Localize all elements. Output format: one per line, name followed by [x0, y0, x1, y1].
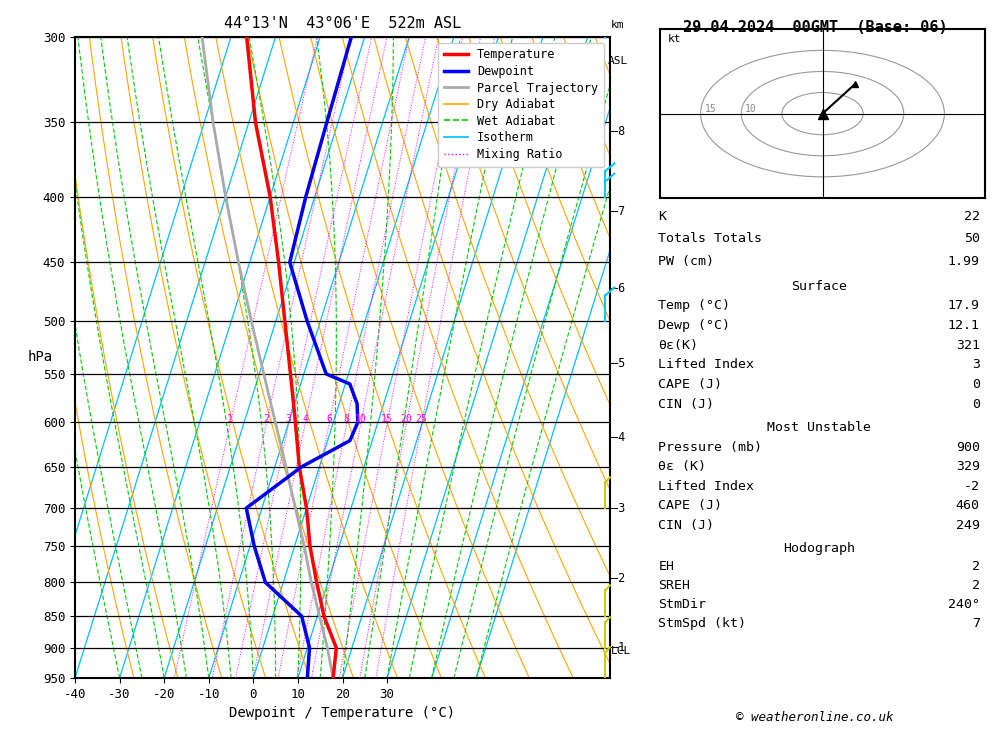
Text: Hodograph: Hodograph [783, 542, 855, 555]
Text: 0: 0 [972, 378, 980, 391]
Text: CIN (J): CIN (J) [658, 519, 714, 532]
Text: 22: 22 [964, 210, 980, 223]
Text: Lifted Index: Lifted Index [658, 358, 754, 372]
Text: 8: 8 [344, 414, 350, 424]
Text: 2: 2 [972, 561, 980, 573]
Text: 1: 1 [227, 414, 233, 424]
Text: Pressure (mb): Pressure (mb) [658, 441, 762, 454]
Text: θε (K): θε (K) [658, 460, 706, 474]
Text: 460: 460 [956, 499, 980, 512]
Text: LCL: LCL [611, 646, 632, 656]
Text: 4: 4 [302, 414, 308, 424]
Text: hPa: hPa [28, 350, 53, 364]
Text: 249: 249 [956, 519, 980, 532]
X-axis label: Dewpoint / Temperature (°C): Dewpoint / Temperature (°C) [229, 707, 456, 721]
Text: 900: 900 [956, 441, 980, 454]
Text: Lifted Index: Lifted Index [658, 479, 754, 493]
Text: 15: 15 [381, 414, 393, 424]
Text: 329: 329 [956, 460, 980, 474]
Text: –8: –8 [611, 125, 626, 139]
Text: -2: -2 [964, 479, 980, 493]
Text: kt: kt [668, 34, 682, 43]
Legend: Temperature, Dewpoint, Parcel Trajectory, Dry Adiabat, Wet Adiabat, Isotherm, Mi: Temperature, Dewpoint, Parcel Trajectory… [438, 43, 604, 166]
Text: StmSpd (kt): StmSpd (kt) [658, 616, 746, 630]
Text: 3: 3 [972, 358, 980, 372]
Text: 10: 10 [355, 414, 367, 424]
Text: –5: –5 [611, 358, 626, 370]
Text: –7: –7 [611, 205, 626, 218]
Text: 20: 20 [400, 414, 412, 424]
Text: –4: –4 [611, 431, 626, 443]
Text: 50: 50 [964, 232, 980, 246]
Text: 10: 10 [745, 103, 757, 114]
Text: 321: 321 [956, 339, 980, 352]
Text: 0: 0 [972, 398, 980, 410]
Text: –1: –1 [611, 641, 626, 654]
Text: Dewp (°C): Dewp (°C) [658, 319, 730, 332]
Text: 1.99: 1.99 [948, 255, 980, 268]
Text: CAPE (J): CAPE (J) [658, 378, 722, 391]
Text: ASL: ASL [607, 56, 628, 66]
Text: km: km [611, 21, 624, 30]
Text: Totals Totals: Totals Totals [658, 232, 762, 246]
Text: Surface: Surface [791, 280, 847, 292]
Text: θε(K): θε(K) [658, 339, 698, 352]
Text: –6: –6 [611, 282, 626, 295]
Text: EH: EH [658, 561, 674, 573]
Text: –2: –2 [611, 572, 626, 586]
Text: 17.9: 17.9 [948, 299, 980, 312]
Text: PW (cm): PW (cm) [658, 255, 714, 268]
Text: StmDir: StmDir [658, 598, 706, 611]
Text: –3: –3 [611, 502, 626, 515]
Text: K: K [658, 210, 666, 223]
Text: 2: 2 [263, 414, 269, 424]
Text: SREH: SREH [658, 579, 690, 592]
Text: 29.04.2024  00GMT  (Base: 06): 29.04.2024 00GMT (Base: 06) [683, 20, 947, 34]
Text: 240°: 240° [948, 598, 980, 611]
Text: CAPE (J): CAPE (J) [658, 499, 722, 512]
Title: 44°13'N  43°06'E  522m ASL: 44°13'N 43°06'E 522m ASL [224, 16, 461, 32]
Text: CIN (J): CIN (J) [658, 398, 714, 410]
Text: 6: 6 [326, 414, 332, 424]
Text: Most Unstable: Most Unstable [767, 421, 871, 434]
Text: 25: 25 [416, 414, 427, 424]
Text: 2: 2 [972, 579, 980, 592]
Text: 3: 3 [286, 414, 292, 424]
Text: 15: 15 [705, 103, 716, 114]
Text: 12.1: 12.1 [948, 319, 980, 332]
Text: 7: 7 [972, 616, 980, 630]
Text: © weatheronline.co.uk: © weatheronline.co.uk [736, 711, 894, 724]
Text: Temp (°C): Temp (°C) [658, 299, 730, 312]
